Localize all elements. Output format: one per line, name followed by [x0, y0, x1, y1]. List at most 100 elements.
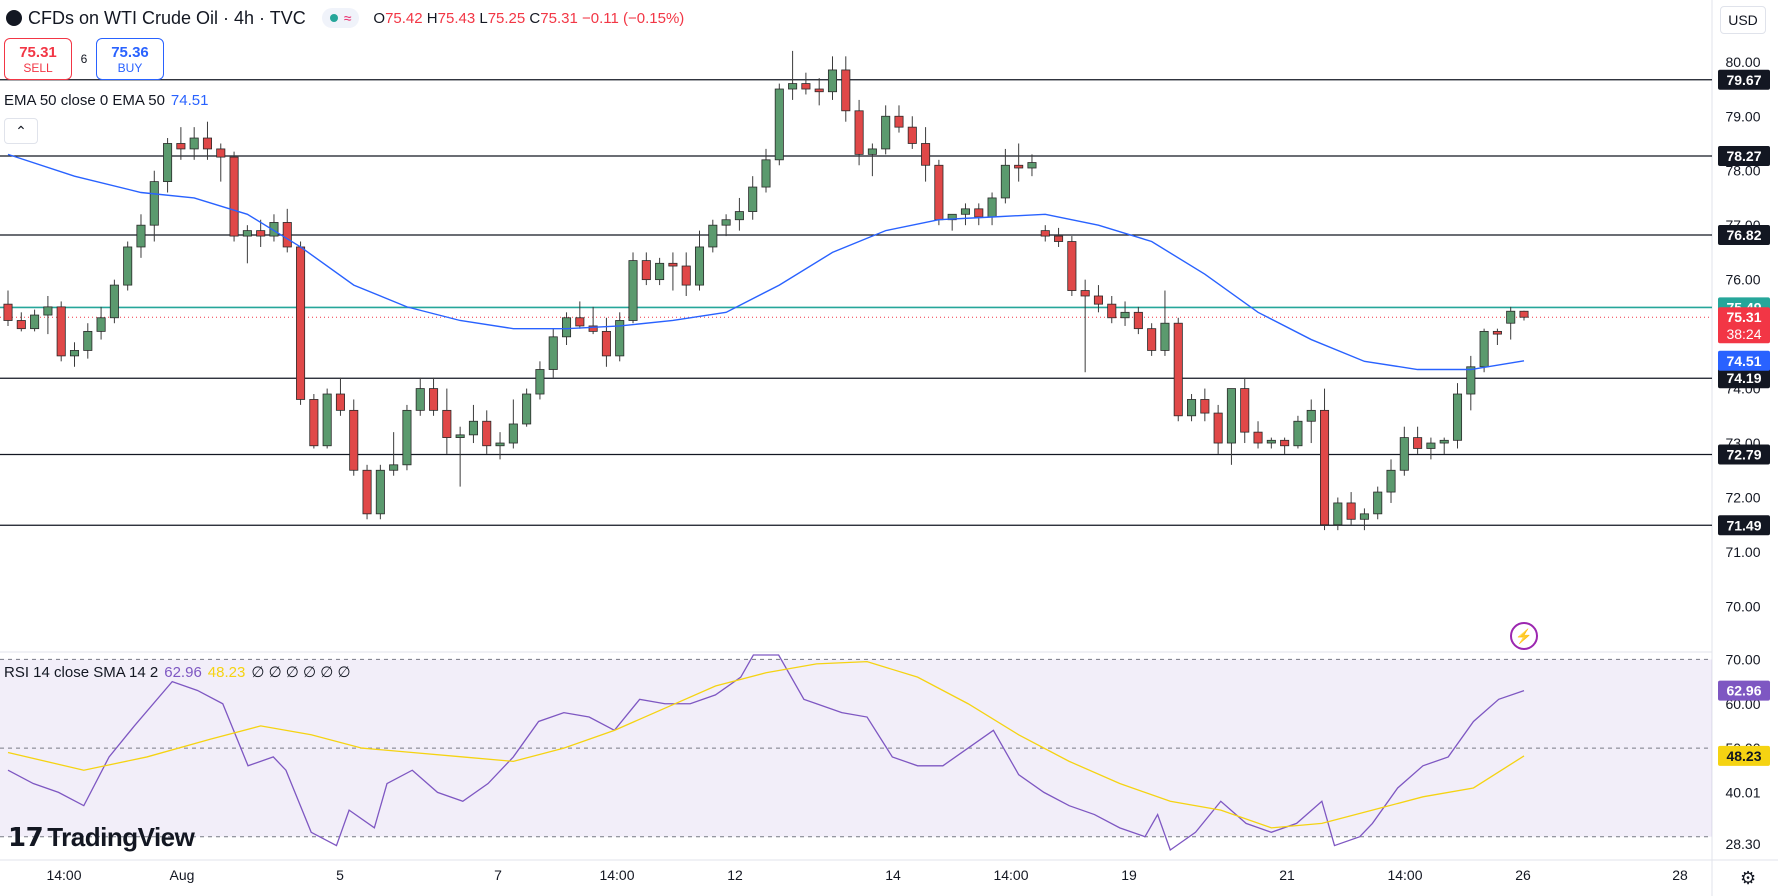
candle-down: [349, 409, 359, 471]
rsi-line: [7, 654, 1525, 852]
symbol-title[interactable]: CFDs on WTI Crude Oil · 4h · TVC: [28, 7, 306, 28]
candle-up: [455, 434, 465, 438]
candle-up: [1466, 366, 1476, 395]
candle-up: [628, 260, 638, 321]
rsi-value-tag: [1718, 680, 1770, 701]
tradingview-mark-icon: 𝟭𝟳: [8, 822, 44, 852]
candle-up: [402, 409, 412, 466]
chart-header: CFDs on WTI Crude Oil · 4h · TVC ≈ O75.4…: [0, 6, 684, 30]
candle-down: [1200, 399, 1210, 414]
low-value: 75.25: [487, 9, 526, 27]
time-tick-label: 14:00: [1387, 867, 1422, 883]
close-value: 75.31: [540, 9, 578, 27]
candle-up: [1333, 502, 1343, 526]
rsi-legend-value: 62.96: [164, 664, 202, 681]
candle-up: [30, 314, 40, 330]
rsi-tick-label: 70.00: [1725, 651, 1760, 667]
currency-selector[interactable]: USD: [1720, 6, 1766, 34]
level-tag-label: 78.27: [1726, 148, 1761, 164]
rsi-tick-label: 28.30: [1725, 836, 1760, 852]
candle-up: [694, 246, 705, 286]
candle-down: [1147, 328, 1157, 351]
candle-down: [1213, 412, 1223, 444]
rsi-tick-label: 40.01: [1725, 784, 1760, 800]
rsi-legend[interactable]: RSI 14 close SMA 14 2 62.96 48.23 ∅ ∅ ∅ ∅ ∅…: [4, 663, 351, 681]
open-value: 75.42: [385, 9, 423, 27]
lightning-icon[interactable]: ⚡: [1510, 622, 1538, 650]
candle-down: [801, 83, 811, 90]
level-tag: [1718, 69, 1770, 90]
candle-down: [1240, 388, 1250, 433]
candle-down: [601, 330, 611, 357]
candle-up: [149, 181, 159, 226]
rsi-legend-label: RSI 14 close SMA 14 2: [4, 664, 159, 681]
sell-button[interactable]: 75.31 SELL: [4, 38, 72, 80]
candle-up: [774, 88, 784, 161]
last-price-tag: [1718, 307, 1770, 344]
candle-down: [841, 69, 851, 112]
candle-up: [109, 284, 119, 319]
candle-up: [1000, 164, 1010, 199]
candle-down: [362, 469, 372, 515]
buy-label: BUY: [117, 60, 143, 75]
time-tick-label: 5: [336, 867, 344, 883]
wave-icon: ≈: [343, 10, 352, 26]
candle-down: [907, 126, 917, 144]
high-value: 75.43: [437, 9, 476, 27]
candle-up: [708, 224, 718, 248]
candle-up: [1373, 491, 1383, 515]
time-tick-label: 28: [1672, 867, 1688, 883]
candle-up: [655, 262, 665, 281]
price-tick-label: 70.00: [1725, 598, 1760, 614]
candle-down: [1080, 290, 1090, 297]
price-tick-label: 80.00: [1725, 54, 1760, 70]
candle-up: [468, 420, 478, 436]
candle-up: [1120, 311, 1130, 319]
candle-down: [1107, 303, 1117, 319]
candle-up: [1226, 388, 1236, 444]
sell-label: SELL: [23, 60, 53, 75]
candle-up: [1506, 310, 1516, 324]
candle-up: [1266, 439, 1276, 444]
candle-up: [269, 222, 279, 237]
time-tick-label: 12: [727, 867, 743, 883]
time-tick-label: 14:00: [993, 867, 1028, 883]
candle-up: [1399, 437, 1409, 471]
candle-down: [296, 246, 306, 400]
candle-down: [1280, 439, 1290, 447]
candle-down: [894, 115, 904, 128]
candle-down: [974, 208, 984, 218]
collapse-chevron-icon: ⌃: [15, 122, 27, 139]
candle-up: [1027, 162, 1037, 169]
ema-legend[interactable]: EMA 50 close 0 EMA 50 74.51: [4, 92, 208, 109]
candle-down: [1492, 330, 1502, 335]
candle-up: [1187, 399, 1197, 417]
level-tag: [1718, 224, 1770, 245]
candle-down: [575, 317, 585, 327]
candle-up: [788, 83, 798, 90]
candle-down: [921, 143, 931, 166]
candle-down: [309, 399, 319, 447]
collapse-legend-button[interactable]: ⌃: [4, 118, 38, 144]
candle-up: [242, 230, 252, 237]
rsi-legend-empty-values: ∅ ∅ ∅ ∅ ∅ ∅: [251, 664, 351, 681]
settings-gear-icon[interactable]: ⚙: [1740, 868, 1757, 888]
candle-up: [881, 115, 891, 150]
price-tick-label: 76.00: [1725, 272, 1760, 288]
candle-down: [429, 388, 439, 411]
price-tick-label: 72.00: [1725, 490, 1760, 506]
candle-down: [216, 148, 226, 158]
candle-down: [1054, 235, 1064, 242]
candle-down: [282, 222, 292, 248]
buy-button[interactable]: 75.36 BUY: [96, 38, 164, 80]
candle-up: [375, 469, 385, 515]
candle-down: [1346, 502, 1356, 520]
market-open-icon: [329, 14, 338, 22]
level-tag: [1718, 515, 1770, 536]
rsi-sma-line: [7, 660, 1525, 829]
candle-down: [1253, 431, 1263, 444]
candle-down: [202, 137, 212, 150]
market-status-pill[interactable]: ≈: [321, 8, 360, 28]
candle-up: [43, 306, 53, 316]
